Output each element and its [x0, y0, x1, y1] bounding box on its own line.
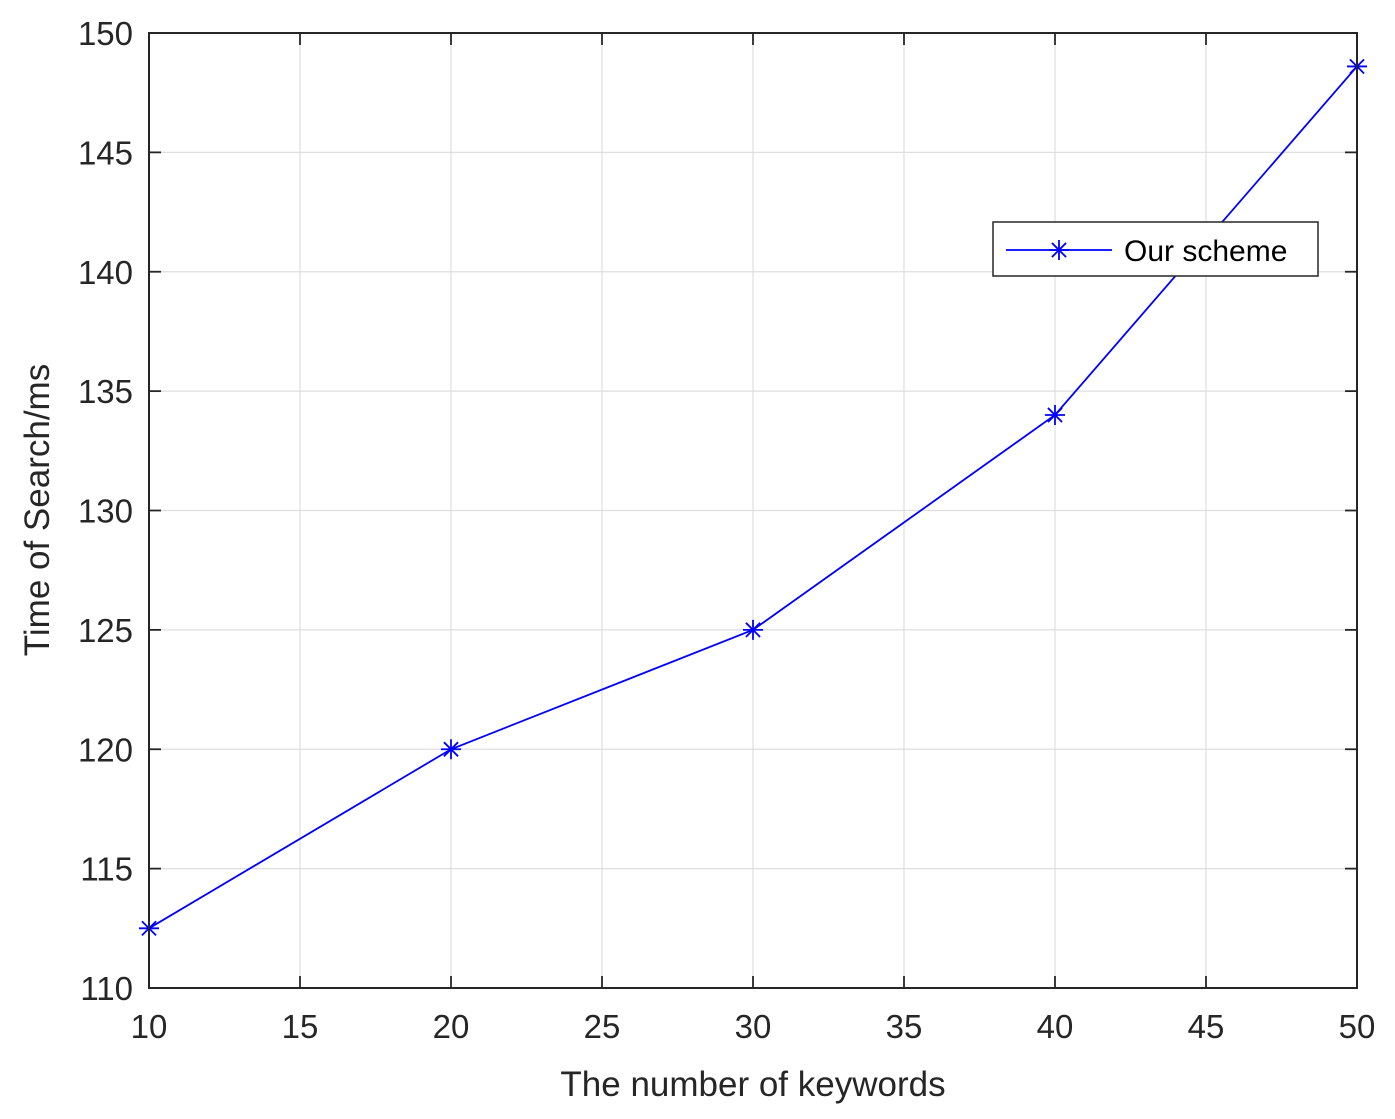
x-tick-label: 40: [1037, 1008, 1074, 1045]
y-tick-label: 145: [78, 134, 133, 171]
tick-labels: 10 15 20 25 30 35 40 45 50 110 115 120 125 130 135 140 1…: [78, 15, 1375, 1045]
data-point-marker: [1045, 405, 1065, 425]
grid-lines: [149, 33, 1357, 988]
legend: Our scheme: [992, 221, 1319, 277]
legend-marker: [1049, 240, 1069, 260]
data-point-marker: [441, 739, 461, 760]
legend-label-our-scheme: Our scheme: [1124, 235, 1287, 268]
x-tick-label: 15: [282, 1008, 319, 1045]
x-axis-title: The number of keywords: [560, 1065, 945, 1104]
x-tick-label: 25: [584, 1008, 621, 1045]
y-tick-label: 125: [78, 612, 133, 649]
x-tick-label: 35: [886, 1008, 923, 1045]
y-tick-label: 135: [78, 373, 133, 410]
y-tick-label: 140: [78, 254, 133, 291]
y-tick-label: 115: [80, 851, 133, 888]
x-tick-label: 20: [433, 1008, 470, 1045]
data-point-marker: [743, 619, 763, 640]
legend-asterisk: [1049, 240, 1069, 260]
x-tick-label: 50: [1339, 1008, 1376, 1045]
x-tick-label: 10: [131, 1008, 168, 1045]
x-tick-label: 45: [1188, 1008, 1225, 1045]
y-tick-label: 110: [80, 970, 133, 1007]
y-axis-title: Time of Search/ms: [18, 364, 57, 656]
axis-ticks: [148, 32, 1358, 989]
y-tick-label: 150: [78, 15, 133, 52]
legend-box: [992, 221, 1319, 277]
y-tick-label: 130: [78, 493, 133, 530]
x-tick-label: 30: [735, 1008, 772, 1045]
y-tick-label: 120: [78, 731, 133, 768]
